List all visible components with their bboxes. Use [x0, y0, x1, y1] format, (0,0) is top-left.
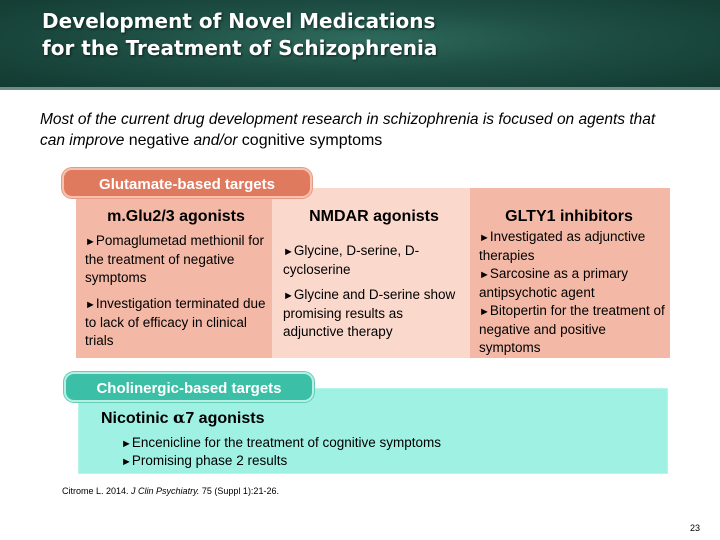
mglu-heading: m.Glu2/3 agonists [107, 208, 245, 225]
bullet-marker-icon: ► [85, 299, 96, 311]
bullet-marker-icon: ► [479, 306, 490, 318]
glty1-bullet-3: ►Bitopertin for the treatment of negativ… [479, 303, 665, 355]
nicotinic-bullet-2: ►Promising phase 2 results [121, 453, 288, 468]
alpha-symbol: α [173, 408, 186, 427]
citation: Citrome L. 2014. J Clin Psychiatry. 75 (… [62, 486, 279, 496]
bullet-marker-icon: ► [479, 269, 490, 281]
cholinergic-panel [78, 388, 668, 474]
slide-title: Development of Novel Medications for the… [42, 8, 682, 62]
intro-text: Most of the current drug development res… [40, 109, 680, 151]
mglu-bullet-2: ►Investigation terminated due to lack of… [85, 296, 266, 348]
nicotinic-bullet-1: ►Encenicline for the treatment of cognit… [121, 435, 442, 450]
bullet-marker-icon: ► [85, 236, 96, 248]
cholinergic-targets-label: Cholinergic-based targets [64, 372, 314, 402]
nmdar-bullet-2: ►Glycine and D-serine show promising res… [283, 287, 456, 339]
title-banner: Development of Novel Medications for the… [0, 0, 720, 90]
intro-part-1: Most of the current drug development res… [40, 111, 656, 149]
nicotinic-heading: Nicotinic α7 agonists [101, 408, 265, 427]
glty1-bullet-2: ►Sarcosine as a primary antipsychotic ag… [479, 266, 628, 300]
glty1-bullet-1: ►Investigated as adjunctive therapies [479, 229, 646, 263]
nmdar-heading: NMDAR agonists [309, 208, 439, 225]
intro-emphasis-cognitive: cognitive symptoms [241, 132, 383, 149]
glutamate-panel-middle-column [272, 188, 470, 358]
bullet-marker-icon: ► [479, 232, 490, 244]
nmdar-bullet-1: ►Glycine, D-serine, D-cycloserine [283, 243, 420, 277]
bullet-marker-icon: ► [121, 438, 132, 450]
citation-journal: J Clin Psychiatry. [131, 486, 200, 496]
bullet-marker-icon: ► [121, 456, 132, 468]
glty1-heading: GLTY1 inhibitors [505, 208, 633, 225]
slide-title-line-2: for the Treatment of Schizophrenia [42, 36, 438, 60]
intro-emphasis-negative: negative [128, 132, 190, 149]
bullet-marker-icon: ► [283, 290, 294, 302]
glutamate-targets-label: Glutamate-based targets [62, 168, 312, 198]
intro-part-2: and/or [189, 132, 242, 149]
slide-title-line-1: Development of Novel Medications [42, 9, 436, 33]
mglu-bullet-1: ►Pomaglumetad methionil for the treatmen… [85, 233, 264, 285]
bullet-marker-icon: ► [283, 246, 294, 258]
page-number: 23 [690, 523, 701, 533]
